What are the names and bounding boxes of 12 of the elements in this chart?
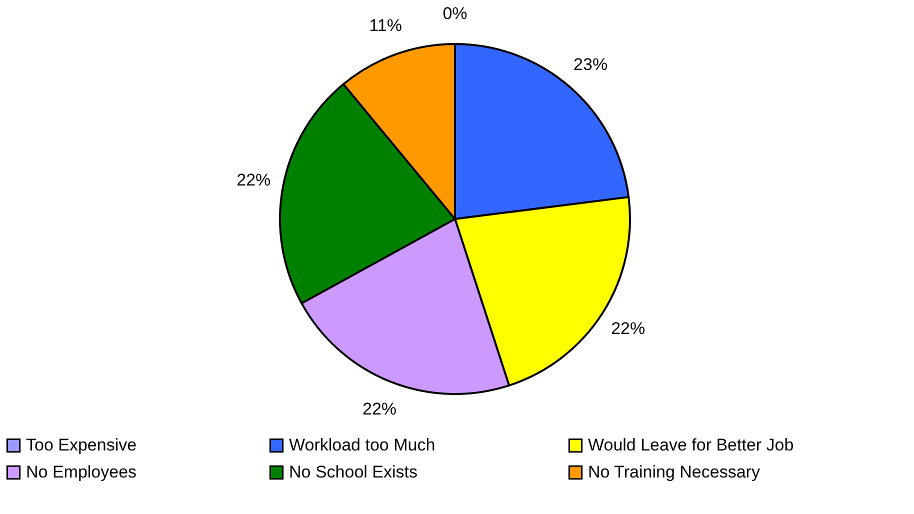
legend-label: Too Expensive [26, 436, 137, 455]
legend-label: Would Leave for Better Job [588, 436, 794, 455]
data-label: 22% [611, 318, 646, 338]
data-label: 22% [236, 170, 271, 190]
legend-label: No Training Necessary [588, 462, 760, 482]
data-label: 11% [369, 16, 402, 36]
text: 0% [442, 4, 468, 23]
data-label: 22% [362, 400, 397, 419]
legend-label: No Employees [26, 462, 137, 482]
legend-label: Workload too Much [289, 436, 436, 455]
legend-label: No School Exists [289, 462, 418, 482]
data-label: 23% [574, 55, 608, 74]
